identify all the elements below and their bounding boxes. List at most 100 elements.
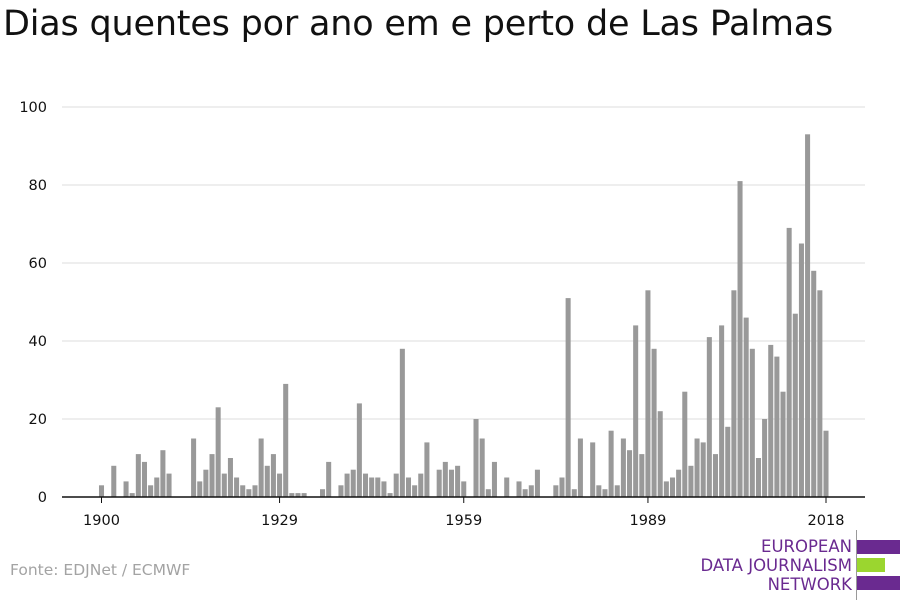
logo-bar-top xyxy=(857,540,900,554)
bar-2013 xyxy=(792,313,798,497)
logo-divider xyxy=(856,530,857,600)
bar-1925 xyxy=(252,485,258,497)
bar-1937 xyxy=(326,461,332,497)
bar-1968 xyxy=(516,481,522,497)
bar-1921 xyxy=(227,458,233,497)
bar-1962 xyxy=(479,438,485,497)
bar-1932 xyxy=(295,493,301,497)
bar-2005 xyxy=(743,317,749,497)
bar-1975 xyxy=(559,477,565,497)
bar-1915 xyxy=(191,438,197,497)
bar-1969 xyxy=(522,489,528,497)
bar-2015 xyxy=(805,134,811,498)
bar-1957 xyxy=(448,469,454,497)
bar-2002 xyxy=(725,426,731,497)
bar-1902 xyxy=(111,465,117,497)
bar-1929 xyxy=(277,473,283,497)
bar-1978 xyxy=(577,438,583,497)
logo-bar-bottom xyxy=(857,576,900,590)
bar-1905 xyxy=(129,493,135,497)
bar-1988 xyxy=(639,454,645,497)
edjnet-logo: EUROPEAN DATA JOURNALISM NETWORK xyxy=(700,530,900,600)
source-note: Fonte: EDJNet / ECMWF xyxy=(10,561,191,579)
bar-1922 xyxy=(234,477,240,497)
x-tick-label: 1989 xyxy=(629,513,666,529)
bar-1971 xyxy=(534,469,540,497)
bar-1920 xyxy=(221,473,227,497)
bar-1933 xyxy=(301,493,307,497)
bar-1911 xyxy=(166,473,172,497)
bar-1993 xyxy=(669,477,676,497)
bar-2017 xyxy=(817,290,823,497)
bar-1964 xyxy=(491,461,497,497)
bar-1961 xyxy=(473,419,479,497)
bar-1949 xyxy=(399,348,405,497)
bar-1917 xyxy=(203,469,209,497)
x-tick-labels: 1900 1929 1959 1989 2018 xyxy=(83,497,844,529)
bar-1950 xyxy=(405,477,412,497)
y-tick-labels: 0 20 40 60 80 100 xyxy=(19,100,47,506)
y-tick-label: 20 xyxy=(29,412,47,428)
x-tick-label: 1900 xyxy=(83,513,120,529)
gridlines xyxy=(62,106,865,420)
bar-1928 xyxy=(270,454,276,497)
x-tick-label: 1959 xyxy=(445,513,482,529)
bar-1941 xyxy=(350,469,356,497)
bar-2009 xyxy=(768,344,774,497)
bar-1995 xyxy=(682,391,688,497)
y-tick-label: 0 xyxy=(38,490,47,506)
bar-2011 xyxy=(780,391,786,497)
bar-1981 xyxy=(596,485,602,497)
bar-2010 xyxy=(774,356,780,497)
bar-2008 xyxy=(762,419,768,497)
bar-2004 xyxy=(737,181,743,497)
bar-1910 xyxy=(160,450,166,497)
bar-1936 xyxy=(320,489,326,497)
bar-1983 xyxy=(608,430,614,497)
bar-1956 xyxy=(442,461,448,497)
bar-1991 xyxy=(657,411,663,497)
bar-1955 xyxy=(436,469,442,497)
bar-1944 xyxy=(369,477,375,497)
bar-2007 xyxy=(755,458,761,497)
bar-1958 xyxy=(455,465,461,497)
bar-1959 xyxy=(461,481,467,497)
y-tick-label: 40 xyxy=(29,334,47,350)
bar-1996 xyxy=(688,465,694,497)
y-tick-label: 60 xyxy=(29,256,47,272)
bar-1919 xyxy=(215,407,221,497)
x-tick-label: 1929 xyxy=(261,513,298,529)
bar-1952 xyxy=(418,473,424,497)
bar-2014 xyxy=(798,243,804,497)
bar-1986 xyxy=(627,450,633,497)
bar-1989 xyxy=(645,290,651,497)
bar-1970 xyxy=(528,485,534,497)
bar-1987 xyxy=(633,325,639,497)
bar-1946 xyxy=(381,481,387,497)
bar-1923 xyxy=(240,485,246,497)
bar-1943 xyxy=(362,473,369,497)
bar-1994 xyxy=(676,469,682,497)
bar-2016 xyxy=(811,270,817,497)
bar-2003 xyxy=(731,290,737,497)
bar-1998 xyxy=(700,442,706,497)
bar-1906 xyxy=(135,454,141,497)
bar-1997 xyxy=(694,438,700,497)
bar-1924 xyxy=(246,489,252,497)
bar-1900 xyxy=(98,485,105,497)
logo-line-data-journalism: DATA JOURNALISM xyxy=(700,556,852,575)
bar-1948 xyxy=(393,473,399,497)
bar-1945 xyxy=(375,477,381,497)
bar-1963 xyxy=(485,489,491,497)
bar-1992 xyxy=(663,481,669,497)
bar-1927 xyxy=(264,465,270,497)
bar-1940 xyxy=(344,473,350,497)
bar-1974 xyxy=(553,485,559,497)
bar-1907 xyxy=(141,461,147,497)
bar-1966 xyxy=(504,477,510,497)
bar-2000 xyxy=(712,454,718,497)
bar-1990 xyxy=(651,348,657,497)
bar-1982 xyxy=(602,489,608,497)
bar-1953 xyxy=(424,442,430,497)
